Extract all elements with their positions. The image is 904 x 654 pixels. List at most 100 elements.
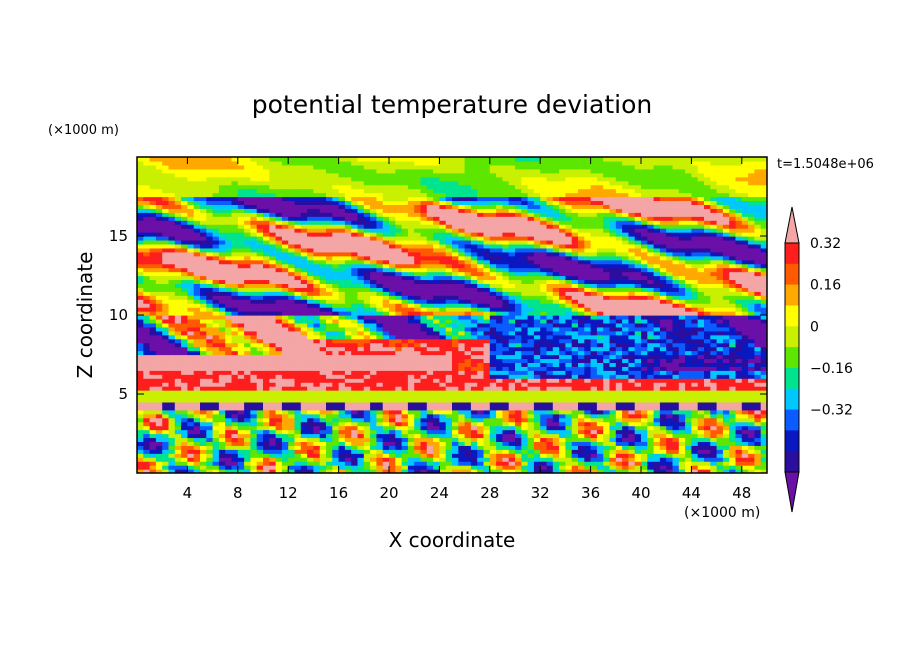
heatmap-cell — [300, 342, 308, 348]
heatmap-cell — [149, 401, 157, 407]
heatmap-cell — [174, 429, 182, 435]
heatmap-cell — [420, 445, 428, 450]
heatmap-cell — [470, 374, 478, 379]
heatmap-cell — [212, 334, 220, 340]
heatmap-cell — [508, 283, 516, 288]
heatmap-cell — [426, 405, 434, 411]
heatmap-cell — [319, 457, 327, 462]
heatmap-cell — [407, 338, 415, 344]
heatmap-cell — [559, 453, 566, 458]
heatmap-cell — [407, 374, 415, 379]
heatmap-cell — [319, 378, 327, 383]
heatmap-cell — [622, 378, 629, 383]
heatmap-cell — [565, 287, 573, 292]
heatmap-cell — [552, 362, 560, 367]
heatmap-cell — [326, 307, 333, 312]
heatmap-cell — [174, 457, 182, 462]
heatmap-cell — [357, 378, 365, 383]
heatmap-cell — [319, 299, 327, 304]
heatmap-cell — [634, 390, 642, 395]
heatmap-cell — [300, 433, 308, 439]
heatmap-cell — [464, 453, 472, 458]
heatmap-cell — [187, 358, 195, 363]
heatmap-cell — [395, 299, 403, 304]
heatmap-cell — [162, 370, 170, 375]
heatmap-cell — [269, 362, 277, 367]
heatmap-cell — [414, 445, 422, 450]
heatmap-cell — [452, 287, 459, 292]
heatmap-cell — [615, 307, 623, 312]
heatmap-cell — [666, 342, 674, 348]
heatmap-cell — [666, 437, 674, 442]
heatmap-cell — [445, 318, 453, 324]
heatmap-cell — [149, 453, 157, 458]
heatmap-cell — [326, 441, 333, 446]
heatmap-cell — [288, 346, 296, 352]
heatmap-cell — [716, 378, 724, 383]
heatmap-cell — [729, 374, 737, 379]
heatmap-cell — [143, 318, 151, 324]
heatmap-cell — [231, 465, 239, 470]
heatmap-cell — [414, 453, 422, 458]
heatmap-cell — [426, 421, 434, 427]
heatmap-cell — [622, 417, 629, 423]
heatmap-cell — [722, 390, 730, 395]
heatmap-cell — [729, 275, 737, 281]
heatmap-cell — [445, 378, 453, 383]
heatmap-cell — [439, 445, 447, 450]
heatmap-cell — [231, 397, 239, 403]
heatmap-cell — [244, 287, 251, 292]
heatmap-cell — [496, 338, 503, 344]
heatmap-cell — [206, 370, 214, 375]
heatmap-cell — [155, 358, 163, 363]
heatmap-cell — [407, 318, 415, 324]
heatmap-cell — [344, 307, 352, 312]
heatmap-cell — [143, 382, 151, 387]
heatmap-cell — [697, 390, 705, 395]
heatmap-cell — [477, 279, 485, 284]
heatmap-cell — [181, 283, 188, 288]
heatmap-cell — [155, 405, 163, 411]
heatmap-cell — [420, 370, 428, 375]
heatmap-cell — [533, 354, 541, 360]
heatmap-cell — [710, 291, 718, 296]
heatmap-cell — [420, 386, 428, 391]
heatmap-cell — [754, 401, 762, 407]
heatmap-cell — [508, 390, 516, 395]
heatmap-cell — [691, 275, 699, 281]
heatmap-cell — [716, 362, 724, 367]
heatmap-cell — [256, 370, 264, 375]
heatmap-cell — [382, 409, 390, 415]
heatmap-cell — [225, 275, 233, 281]
heatmap-cell — [174, 299, 182, 304]
heatmap-cell — [578, 362, 585, 367]
heatmap-cell — [351, 322, 359, 328]
heatmap-cell — [357, 437, 365, 442]
heatmap-cell — [546, 421, 554, 427]
heatmap-cell — [748, 386, 755, 391]
heatmap-cell — [464, 283, 472, 288]
heatmap-cell — [458, 307, 466, 312]
heatmap-cell — [407, 445, 415, 450]
heatmap-cell — [237, 326, 245, 332]
heatmap-cell — [206, 382, 214, 387]
heatmap-cell — [546, 354, 554, 360]
heatmap-cell — [678, 315, 686, 320]
heatmap-cell — [521, 338, 529, 344]
heatmap-cell — [584, 453, 592, 458]
heatmap-cell — [571, 311, 579, 316]
heatmap-cell — [193, 457, 201, 462]
heatmap-cell — [452, 366, 459, 371]
heatmap-cell — [565, 299, 573, 304]
heatmap-cell — [634, 425, 642, 431]
heatmap-cell — [691, 338, 699, 344]
heatmap-cell — [603, 405, 611, 411]
heatmap-cell — [521, 457, 529, 462]
heatmap-cell — [515, 366, 522, 371]
heatmap-cell — [741, 315, 749, 320]
heatmap-cell — [288, 299, 296, 304]
heatmap-cell — [641, 283, 648, 288]
heatmap-cell — [603, 303, 611, 308]
heatmap-cell — [382, 334, 390, 340]
heatmap-cell — [206, 449, 214, 454]
